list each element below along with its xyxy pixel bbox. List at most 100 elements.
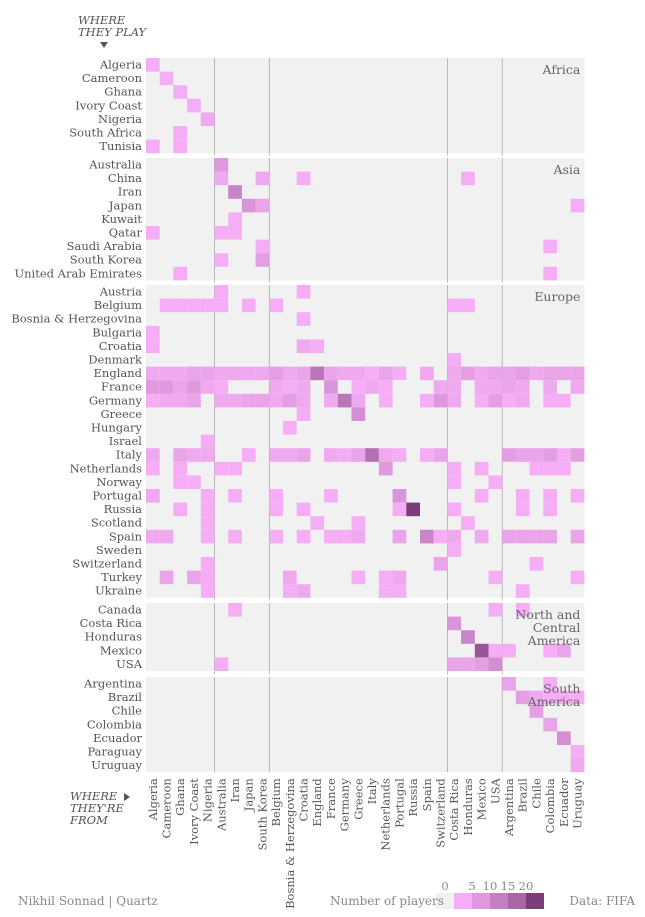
cell-belgium-from-honduras <box>461 298 475 313</box>
cell-japan-from-south-korea <box>255 198 270 213</box>
cell-spain-from-mexico <box>474 529 489 544</box>
cell-italy-from-ivory-coast <box>187 448 201 462</box>
row-label-portugal: Portugal <box>92 489 142 503</box>
cell-england-from-japan <box>241 366 256 381</box>
cell-france-from-argentina <box>502 380 516 394</box>
row-label-usa: USA <box>116 657 143 671</box>
cell-portugal-from-colombia <box>543 489 557 503</box>
cell-netherlands-from-algeria <box>146 461 160 476</box>
cell-saudi-arabia-from-south-korea <box>255 239 270 254</box>
cell-france-from-croatia <box>296 380 311 394</box>
cell-england-from-ecuador <box>557 366 571 381</box>
row-label-canada: Canada <box>98 603 142 617</box>
region-background-asia <box>146 158 585 281</box>
cell-italy-from-bosnia-herzegovina <box>283 448 297 462</box>
cell-turkey-from-bosnia-herzegovina <box>283 570 297 585</box>
cell-netherlands-from-colombia <box>543 461 557 476</box>
cell-england-from-algeria <box>146 366 160 381</box>
cell-portugal-from-belgium <box>269 489 283 503</box>
cell-spain-from-colombia <box>543 529 557 544</box>
row-label-algeria: Algeria <box>99 58 142 72</box>
cell-portugal-from-mexico <box>474 489 489 503</box>
legend-swatch <box>490 893 508 909</box>
cell-mexico-from-mexico <box>474 643 489 658</box>
legend-tick-label: 0 <box>441 879 448 893</box>
row-label-sweden: Sweden <box>96 543 143 557</box>
cell-portugal-from-brazil <box>515 489 530 503</box>
cell-france-from-bosnia-herzegovina <box>283 380 297 394</box>
column-label-honduras: Honduras <box>461 778 475 835</box>
cell-germany-from-ghana <box>173 393 188 408</box>
cell-england-from-colombia <box>543 366 557 381</box>
cell-russia-from-brazil <box>515 502 530 517</box>
cell-england-from-ivory-coast <box>187 366 201 381</box>
cell-netherlands-from-ecuador <box>557 461 571 476</box>
cell-germany-from-argentina <box>502 393 516 408</box>
row-label-hungary: Hungary <box>91 421 143 435</box>
cell-portugal-from-france <box>324 489 338 503</box>
row-axis-title: THEY PLAY <box>78 25 148 39</box>
cell-usa-from-usa <box>488 657 503 671</box>
cell-england-from-iran <box>228 366 242 381</box>
column-label-portugal: Portugal <box>392 778 406 828</box>
cell-france-from-uruguay <box>570 380 585 394</box>
column-label-nigeria: Nigeria <box>201 778 215 822</box>
cell-italy-from-croatia <box>296 448 311 462</box>
cell-australia-from-australia <box>214 158 229 172</box>
cell-italy-from-brazil <box>515 448 530 462</box>
column-label-spain: Spain <box>420 778 434 812</box>
row-label-tunisia: Tunisia <box>99 139 142 153</box>
cell-scotland-from-greece <box>351 516 366 530</box>
region-background-south-america <box>146 677 585 773</box>
column-label-ecuador: Ecuador <box>557 778 571 827</box>
cell-spain-from-argentina <box>502 529 516 544</box>
cell-germany-from-greece <box>351 393 366 408</box>
cell-france-from-australia <box>214 380 229 394</box>
cell-austria-from-croatia <box>296 285 311 299</box>
cell-spain-from-germany <box>337 529 352 544</box>
cell-france-from-colombia <box>543 380 557 394</box>
cell-france-from-nigeria <box>200 380 215 394</box>
cell-israel-from-nigeria <box>200 434 215 449</box>
cell-belgium-from-ivory-coast <box>187 298 201 313</box>
cell-italy-from-germany <box>337 448 352 462</box>
cell-italy-from-spain <box>420 448 434 462</box>
cell-germany-from-ecuador <box>557 393 571 408</box>
cell-croatia-from-croatia <box>296 339 311 353</box>
cell-netherlands-from-costa-rica <box>447 461 462 476</box>
cell-canada-from-iran <box>228 603 242 617</box>
row-label-russia: Russia <box>104 502 143 516</box>
cell-italy-from-greece <box>351 448 366 462</box>
column-label-cameroon: Cameroon <box>160 778 174 839</box>
row-label-greece: Greece <box>100 407 142 421</box>
cell-italy-from-italy <box>365 448 379 462</box>
cell-germany-from-algeria <box>146 393 160 408</box>
region-name-africa: Africa <box>542 62 581 77</box>
cell-germany-from-iran <box>228 393 242 408</box>
cell-scotland-from-england <box>310 516 325 530</box>
cell-england-from-england <box>310 366 325 381</box>
cell-france-from-belgium <box>269 380 283 394</box>
cell-england-from-bosnia-herzegovina <box>283 366 297 381</box>
legend-title: Number of players <box>330 894 444 908</box>
cell-turkey-from-netherlands <box>378 570 393 585</box>
cell-ukraine-from-portugal <box>392 584 407 598</box>
cell-norway-from-costa-rica <box>447 475 462 489</box>
cell-brazil-from-colombia <box>543 690 557 705</box>
cell-spain-from-greece <box>351 529 366 544</box>
cell-switzerland-from-chile <box>529 557 544 571</box>
row-label-austria: Austria <box>99 285 142 299</box>
region-name-north-and-central-america: America <box>527 633 581 648</box>
source-text: Data: FIFA <box>569 894 635 908</box>
cell-germany-from-france <box>324 393 338 408</box>
cell-italy-from-switzerland <box>433 448 448 462</box>
cell-china-from-honduras <box>461 171 475 186</box>
cell-ecuador-from-ecuador <box>557 731 571 745</box>
cell-belgium-from-belgium <box>269 298 283 313</box>
cell-mexico-from-colombia <box>543 643 557 658</box>
column-label-croatia: Croatia <box>297 778 311 821</box>
cell-england-from-south-korea <box>255 366 270 381</box>
row-label-bosnia-herzegovina: Bosnia & Herzegovina <box>11 312 142 326</box>
cell-germany-from-cameroon <box>159 393 174 408</box>
cell-greece-from-croatia <box>296 407 311 421</box>
